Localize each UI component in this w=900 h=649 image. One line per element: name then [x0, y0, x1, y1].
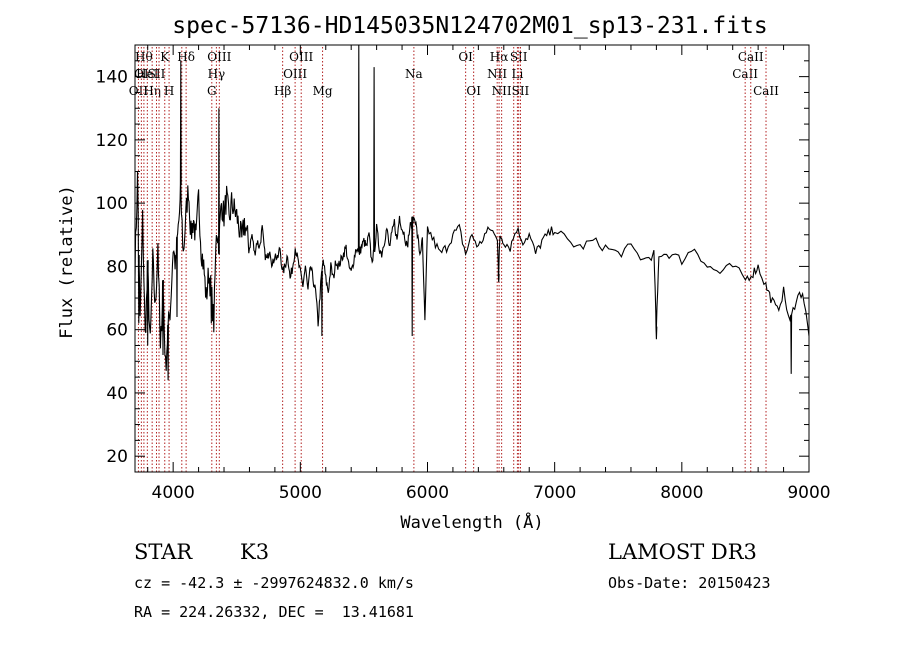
x-tick-label: 6000 [406, 483, 449, 503]
line-marker-label: SII [510, 50, 528, 64]
x-tick-label: 4000 [152, 483, 195, 503]
line-marker-label: NII [492, 84, 512, 98]
line-marker-label: SII [512, 84, 530, 98]
observation-date: Obs-Date: 20150423 [608, 574, 771, 592]
coordinates-readout: RA = 224.26332, DEC = 13.41681 [134, 603, 414, 621]
survey-name: LAMOST DR3 [608, 540, 757, 564]
x-tick-label: 7000 [533, 483, 576, 503]
line-marker-label: Hγ [208, 67, 226, 81]
line-marker-label: OI [458, 50, 473, 64]
line-marker-label: Hδ [177, 50, 195, 64]
y-tick-label: 60 [106, 321, 128, 341]
line-marker-label: CaII [732, 67, 758, 81]
line-marker-label: CaII [738, 50, 764, 64]
redshift-readout: cz = -42.3 ± -2997624832.0 km/s [134, 574, 414, 592]
object-class: STAR [134, 540, 193, 564]
spectrum-line [134, 44, 810, 381]
line-marker-label: Hθ [135, 50, 153, 64]
line-marker-label: HeI [136, 67, 159, 81]
line-marker-label: Na [405, 67, 423, 81]
line-marker-label: OIII [289, 50, 313, 64]
line-marker-label: Hβ [274, 84, 291, 98]
chart-title: spec-57136-HD145035N124702M01_sp13-231.f… [172, 13, 767, 39]
y-tick-label: 80 [106, 257, 128, 277]
line-marker-label: OIII [283, 67, 307, 81]
object-subclass: K3 [240, 540, 270, 564]
line-marker-label: Hη [143, 84, 161, 98]
x-tick-label: 9000 [787, 483, 830, 503]
line-marker-label: K [160, 50, 170, 64]
x-tick-label: 8000 [660, 483, 703, 503]
line-marker-label: Mg [313, 84, 333, 98]
y-tick-label: 120 [96, 131, 128, 151]
x-axis-label: Wavelength (Å) [400, 511, 543, 533]
y-tick-label: 140 [96, 68, 128, 88]
line-marker-label: SII [148, 67, 166, 81]
line-marker-label: NII [487, 67, 507, 81]
line-marker-label: Hα [490, 50, 509, 64]
plot-frame [134, 44, 810, 473]
line-marker-label: OI [466, 84, 481, 98]
line-marker-label: OI [134, 67, 149, 81]
line-marker-label: OII [129, 84, 149, 98]
line-markers: OII OI Hθ HeI Hη SII K H Hδ G Hγ OIII Hβ OIII OIII Mg Na… [129, 47, 779, 472]
line-marker-label: H [164, 84, 174, 98]
spectrum-chart: spec-57136-HD145035N124702M01_sp13-231.f… [57, 13, 831, 533]
line-marker-label: CaII [753, 84, 779, 98]
y-tick-label: 100 [96, 194, 128, 214]
axis-ticks: 4000 5000 6000 7000 8000 9000 20 40 60 80 100 120 14… [96, 44, 831, 503]
x-tick-label: 5000 [279, 483, 322, 503]
y-axis-label: Flux (relative) [57, 185, 77, 339]
y-tick-label: 40 [106, 384, 128, 404]
y-tick-label: 20 [106, 447, 128, 467]
spectrum-series [134, 44, 810, 381]
line-marker-label: OIII [207, 50, 231, 64]
line-marker-label: Li [511, 67, 523, 81]
line-marker-label: G [207, 84, 217, 98]
